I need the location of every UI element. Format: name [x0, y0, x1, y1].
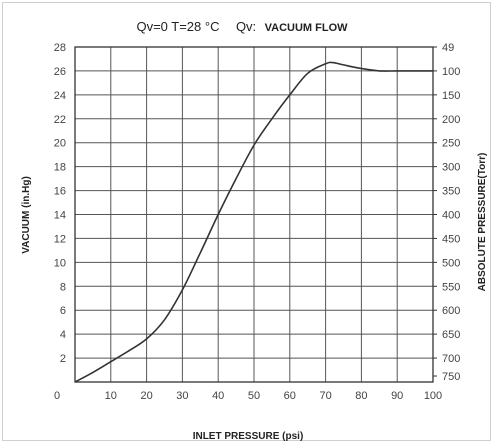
- y-left-tick-label-8: 18: [54, 162, 66, 174]
- x-tick-label-0: 0: [54, 390, 60, 402]
- svg-text:Qv=0 T=28 °C Qv: VACUU: Qv=0 T=28 °C Qv: VACUUM FLOW: [136, 18, 348, 35]
- y-right-tick-label-10: 550: [442, 281, 460, 293]
- x-tick-label-8: 80: [355, 390, 367, 402]
- y-right-tick-label-6: 350: [442, 186, 460, 198]
- y-left-tick-label-12: 26: [54, 66, 66, 78]
- x-tick-label-7: 70: [319, 390, 331, 402]
- x-tick-label-4: 40: [212, 390, 224, 402]
- y-right-tick-label-14: 750: [442, 371, 460, 383]
- y-right-tick-label-13: 700: [442, 353, 460, 365]
- y-left-tick-label-5: 12: [54, 233, 66, 245]
- y-right-axis-label: ABSOLUTE PRESSURE(Torr): [477, 153, 488, 292]
- series-group: [74, 61, 433, 383]
- y-left-tick-label-0: 2: [60, 353, 66, 365]
- y-left-tick-label-2: 6: [60, 305, 66, 317]
- x-tick-label-9: 90: [391, 390, 403, 402]
- series-line-0: [74, 61, 433, 383]
- chart-title-left: Qv=0 T=28 °C: [136, 19, 219, 34]
- y-right-tick-label-9: 500: [442, 257, 460, 269]
- y-right-tick-labels: 49 100 150 200 250 300 350 400 450 500 550 600 650 70…: [433, 42, 460, 383]
- y-left-tick-label-10: 22: [54, 114, 66, 126]
- y-left-axis-label: VACUUM (in.Hg): [21, 176, 32, 254]
- grid-lines: [75, 47, 433, 382]
- y-right-tick-label-5: 300: [442, 162, 460, 174]
- x-axis-label: INLET PRESSURE (psi): [193, 431, 304, 442]
- x-tick-label-5: 50: [248, 390, 260, 402]
- y-right-tick-label-12: 650: [442, 329, 460, 341]
- y-right-tick-label-11: 600: [442, 305, 460, 317]
- y-right-tick-label-7: 400: [442, 210, 460, 222]
- y-right-tick-label-8: 450: [442, 233, 460, 245]
- y-left-tick-label-7: 16: [54, 186, 66, 198]
- chart-title-bold: VACUUM FLOW: [265, 22, 349, 34]
- y-left-tick-label-11: 24: [54, 90, 66, 102]
- y-left-tick-label-13: 28: [54, 42, 66, 54]
- y-right-tick-label-0: 49: [442, 42, 454, 54]
- y-left-tick-label-4: 10: [54, 257, 66, 269]
- y-right-tick-label-3: 200: [442, 114, 460, 126]
- x-tick-label-10: 100: [424, 390, 442, 402]
- x-tick-labels: 0 10 20 30 40 50 60 70 80 90 100: [54, 390, 442, 402]
- chart-title-prefix: Qv:: [236, 19, 256, 34]
- y-left-tick-label-6: 14: [54, 210, 66, 222]
- chart-frame: [2, 2, 491, 441]
- x-tick-label-1: 10: [105, 390, 117, 402]
- y-left-tick-label-3: 8: [60, 281, 66, 293]
- x-tick-label-6: 60: [284, 390, 296, 402]
- y-right-tick-label-1: 100: [442, 66, 460, 78]
- x-tick-label-2: 20: [140, 390, 152, 402]
- y-left-tick-label-1: 4: [60, 329, 66, 341]
- y-right-tick-label-4: 250: [442, 138, 460, 150]
- y-right-tick-label-2: 150: [442, 90, 460, 102]
- y-left-tick-label-9: 20: [54, 138, 66, 150]
- x-tick-label-3: 30: [176, 390, 188, 402]
